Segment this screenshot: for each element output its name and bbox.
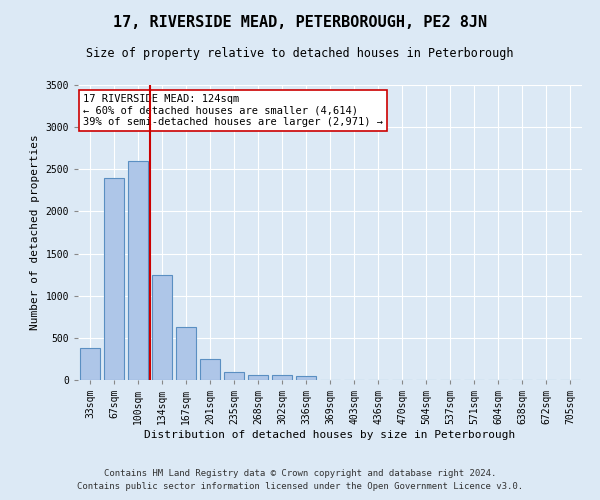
Bar	[200, 359, 220, 380]
Bar	[80, 348, 100, 380]
Y-axis label: Number of detached properties: Number of detached properties	[30, 134, 40, 330]
Text: 17 RIVERSIDE MEAD: 124sqm
← 60% of detached houses are smaller (4,614)
39% of se: 17 RIVERSIDE MEAD: 124sqm ← 60% of detac…	[83, 94, 383, 127]
X-axis label: Distribution of detached houses by size in Peterborough: Distribution of detached houses by size …	[145, 430, 515, 440]
Bar	[272, 376, 292, 380]
Text: Contains HM Land Registry data © Crown copyright and database right 2024.: Contains HM Land Registry data © Crown c…	[104, 468, 496, 477]
Bar	[224, 372, 244, 380]
Text: Contains public sector information licensed under the Open Government Licence v3: Contains public sector information licen…	[77, 482, 523, 491]
Text: Size of property relative to detached houses in Peterborough: Size of property relative to detached ho…	[86, 48, 514, 60]
Text: 17, RIVERSIDE MEAD, PETERBOROUGH, PE2 8JN: 17, RIVERSIDE MEAD, PETERBOROUGH, PE2 8J…	[113, 15, 487, 30]
Bar	[152, 274, 172, 380]
Bar	[128, 161, 148, 380]
Bar	[296, 376, 316, 380]
Bar	[104, 178, 124, 380]
Bar	[176, 327, 196, 380]
Bar	[248, 375, 268, 380]
